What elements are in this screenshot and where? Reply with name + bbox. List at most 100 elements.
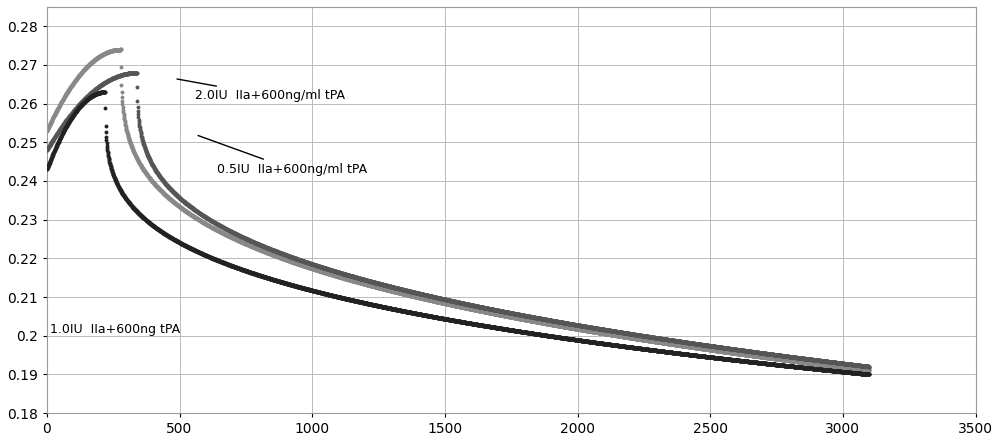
Point — [71, 104, 87, 111]
Point — [547, 318, 563, 325]
Point — [121, 136, 137, 143]
Point — [396, 291, 412, 298]
Point — [213, 223, 229, 230]
Point — [482, 323, 498, 330]
Point — [696, 345, 712, 352]
Point — [440, 296, 456, 303]
Point — [529, 330, 545, 338]
Point — [447, 298, 463, 305]
Point — [422, 313, 438, 320]
Point — [363, 282, 379, 289]
Point — [733, 346, 749, 354]
Point — [366, 283, 382, 290]
Point — [538, 316, 554, 323]
Point — [699, 353, 715, 360]
Point — [375, 285, 391, 292]
Point — [560, 320, 576, 327]
Point — [127, 206, 143, 213]
Point — [424, 293, 440, 300]
Point — [642, 333, 658, 340]
Point — [733, 350, 749, 358]
Point — [348, 278, 364, 285]
Point — [43, 155, 59, 163]
Point — [184, 204, 200, 211]
Point — [733, 346, 749, 354]
Point — [654, 348, 670, 355]
Point — [662, 340, 678, 347]
Point — [448, 302, 464, 309]
Point — [532, 331, 548, 338]
Point — [775, 352, 791, 359]
Point — [281, 253, 297, 260]
Point — [206, 255, 222, 262]
Point — [827, 367, 843, 374]
Point — [840, 369, 856, 376]
Point — [150, 225, 166, 233]
Point — [253, 272, 269, 280]
Point — [95, 89, 111, 96]
Point — [328, 268, 344, 275]
Point — [394, 307, 410, 314]
Point — [603, 331, 619, 338]
Point — [74, 69, 90, 76]
Point — [64, 113, 80, 120]
Point — [99, 142, 115, 149]
Point — [262, 245, 278, 253]
Point — [281, 253, 297, 260]
Point — [162, 195, 178, 202]
Point — [200, 253, 216, 260]
Point — [228, 264, 244, 271]
Point — [663, 337, 679, 344]
Point — [229, 236, 245, 243]
Point — [831, 359, 847, 366]
Point — [178, 200, 194, 207]
Point — [411, 294, 427, 301]
Point — [775, 356, 791, 363]
Point — [315, 290, 331, 297]
Point — [472, 303, 488, 310]
Point — [502, 326, 518, 334]
Point — [773, 352, 789, 359]
Point — [356, 299, 372, 306]
Point — [236, 239, 252, 246]
Point — [509, 311, 525, 318]
Point — [107, 74, 123, 81]
Point — [638, 346, 654, 353]
Point — [259, 249, 275, 256]
Point — [471, 303, 487, 310]
Point — [820, 358, 836, 365]
Point — [139, 171, 155, 179]
Point — [388, 288, 404, 295]
Point — [645, 346, 661, 354]
Point — [323, 291, 339, 299]
Point — [858, 370, 874, 377]
Point — [448, 302, 464, 309]
Text: 2.0IU  IIa+600ng/ml tPA: 2.0IU IIa+600ng/ml tPA — [177, 79, 345, 102]
Point — [810, 357, 826, 364]
Point — [799, 365, 815, 372]
Point — [615, 333, 631, 340]
Point — [852, 366, 868, 373]
Point — [126, 69, 142, 76]
Point — [397, 287, 413, 294]
Point — [542, 321, 558, 328]
Point — [99, 140, 115, 147]
Point — [822, 362, 838, 369]
Point — [210, 221, 226, 228]
Point — [198, 214, 214, 221]
Point — [603, 327, 619, 334]
Point — [74, 101, 90, 108]
Point — [77, 66, 93, 73]
Point — [690, 341, 706, 348]
Point — [782, 357, 798, 364]
Point — [371, 284, 387, 291]
Point — [341, 276, 357, 283]
Point — [819, 358, 835, 365]
Point — [562, 324, 578, 331]
Point — [819, 358, 835, 365]
Point — [814, 366, 830, 373]
Point — [333, 294, 349, 301]
Point — [640, 333, 656, 340]
Point — [514, 315, 530, 323]
Point — [415, 291, 431, 298]
